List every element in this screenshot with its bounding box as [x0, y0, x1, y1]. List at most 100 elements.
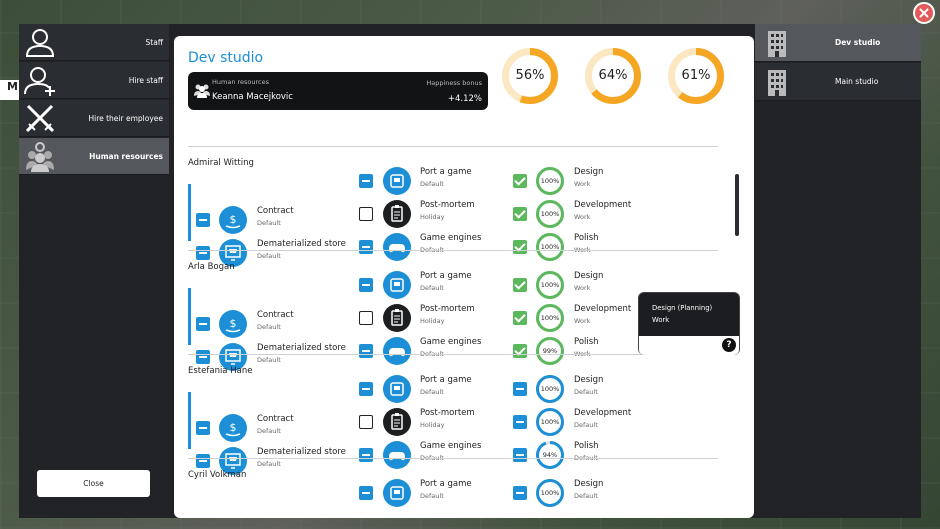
skill-name: Design	[574, 375, 604, 385]
partial-checkbox[interactable]	[359, 278, 373, 292]
partial-checkbox[interactable]	[359, 344, 373, 358]
checked-checkbox[interactable]	[513, 174, 527, 188]
empty-checkbox[interactable]	[359, 415, 373, 429]
group-gear-icon	[26, 142, 54, 172]
money-hand-icon: $	[219, 414, 247, 442]
hr-name: Keanna Macejkovic	[212, 92, 293, 102]
skill-progress: 94%	[536, 441, 564, 469]
skill-progress: 100%	[536, 408, 564, 436]
partial-checkbox[interactable]	[196, 246, 210, 260]
partial-checkbox[interactable]	[196, 454, 210, 468]
partial-checkbox[interactable]	[196, 421, 210, 435]
skill-progress-label: 100%	[540, 385, 560, 393]
main-panel: Dev studio Human resources Keanna Macejk…	[169, 24, 755, 518]
tooltip-subtitle: Work	[652, 316, 670, 324]
empty-checkbox[interactable]	[359, 207, 373, 221]
building-icon	[768, 70, 786, 96]
right-panel: Dev studio Main studio	[755, 24, 921, 518]
sidebar-item-label: Human resources	[89, 152, 163, 161]
partial-checkbox[interactable]	[513, 448, 527, 462]
hr-manager-box: Human resources Keanna Macejkovic Happin…	[188, 72, 488, 110]
clipboard-icon	[383, 408, 411, 436]
task-status: Holiday	[420, 213, 445, 221]
sidebar-item-hire-their-employee[interactable]: Hire their employee	[19, 100, 169, 137]
skill-status: Work	[574, 180, 591, 188]
task-status: Holiday	[420, 421, 445, 429]
crossed-swords-icon	[25, 104, 55, 133]
studio-card: Dev studio Human resources Keanna Macejk…	[174, 36, 754, 518]
partial-checkbox[interactable]	[513, 415, 527, 429]
partial-checkbox[interactable]	[513, 382, 527, 396]
skill-name: Development	[574, 304, 632, 314]
stat-ring-label: 64%	[598, 68, 628, 83]
task-status: Default	[257, 427, 281, 435]
employee-name: Admiral Witting	[188, 158, 254, 168]
close-button[interactable]: Close	[37, 470, 150, 497]
sidebar-item-hire-staff[interactable]: Hire staff	[19, 62, 169, 99]
sidebar-item-label: Hire their employee	[88, 114, 163, 123]
task-name: Dematerialized store	[257, 447, 346, 457]
sidebar-item-staff[interactable]: Staff	[19, 24, 169, 61]
employee-name: Estefania Hane	[188, 366, 253, 376]
partial-checkbox[interactable]	[359, 448, 373, 462]
help-icon[interactable]: ?	[722, 338, 736, 352]
task-status: Default	[257, 252, 281, 260]
studio-item-label: Dev studio	[835, 38, 881, 47]
list-scrollbar[interactable]	[735, 174, 739, 236]
stat-ring-arc	[585, 48, 641, 104]
sidebar-item-label: Hire staff	[128, 76, 163, 85]
partial-checkbox[interactable]	[196, 350, 210, 364]
sidebar-item-human-resources[interactable]: Human resources	[19, 138, 169, 175]
background-text-fragment: M	[0, 80, 19, 100]
task-status: Default	[420, 180, 444, 188]
happiness-label: Happiness bonus	[426, 79, 482, 87]
partial-checkbox[interactable]	[359, 240, 373, 254]
tooltip-footer	[639, 336, 739, 355]
studio-item-main[interactable]: Main studio	[755, 63, 921, 101]
studio-item-dev[interactable]: Dev studio	[755, 24, 921, 62]
close-icon[interactable]	[913, 2, 935, 24]
task-name: Game engines	[420, 337, 482, 347]
cart-screen-icon	[219, 343, 247, 371]
task-name: Port a game	[420, 375, 472, 385]
checked-checkbox[interactable]	[513, 240, 527, 254]
employee-name: Cyril Volkman	[188, 470, 247, 480]
svg-text:$: $	[230, 421, 237, 434]
partial-checkbox[interactable]	[196, 213, 210, 227]
skill-progress-label: 100%	[540, 177, 560, 185]
checked-checkbox[interactable]	[513, 278, 527, 292]
checked-checkbox[interactable]	[513, 344, 527, 358]
skill-status: Work	[574, 213, 591, 221]
skill-progress: 100%	[536, 271, 564, 299]
task-name: Port a game	[420, 167, 472, 177]
svg-text:$: $	[230, 317, 237, 330]
task-status: Default	[257, 323, 281, 331]
employee-name: Arla Bogan	[188, 262, 235, 272]
partial-checkbox[interactable]	[513, 486, 527, 500]
task-name: Post-mortem	[420, 200, 475, 210]
happiness-value: +4.12%	[447, 94, 482, 104]
partial-checkbox[interactable]	[359, 174, 373, 188]
stat-ring-arc	[668, 48, 724, 104]
checked-checkbox[interactable]	[513, 311, 527, 325]
skill-name: Development	[574, 408, 632, 418]
task-name: Contract	[257, 310, 294, 320]
empty-checkbox[interactable]	[359, 311, 373, 325]
skill-status: Default	[574, 388, 598, 396]
partial-checkbox[interactable]	[359, 486, 373, 500]
checked-checkbox[interactable]	[513, 207, 527, 221]
skill-name: Design	[574, 167, 604, 177]
employee-list[interactable]: Admiral Witting Port a game Default 100% Des…	[174, 146, 754, 518]
skill-progress-label: 100%	[540, 243, 560, 251]
task-name: Contract	[257, 206, 294, 216]
partial-checkbox[interactable]	[359, 382, 373, 396]
skill-progress: 100%	[536, 233, 564, 261]
console-icon	[383, 271, 411, 299]
task-name: Port a game	[420, 479, 472, 489]
partial-checkbox[interactable]	[196, 317, 210, 331]
skill-progress: 99%	[536, 337, 564, 365]
task-name: Contract	[257, 414, 294, 424]
task-name: Port a game	[420, 271, 472, 281]
clipboard-icon	[383, 304, 411, 332]
studio-item-label: Main studio	[835, 77, 879, 86]
